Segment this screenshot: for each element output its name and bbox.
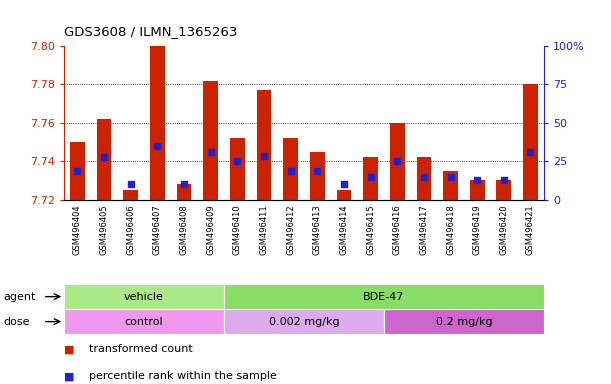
Bar bbox=[443, 171, 458, 200]
Point bbox=[312, 168, 322, 174]
Point bbox=[419, 174, 429, 180]
Bar bbox=[384, 309, 544, 334]
Point bbox=[286, 168, 296, 174]
Bar bbox=[497, 180, 511, 200]
Text: GSM496418: GSM496418 bbox=[446, 204, 455, 255]
Bar bbox=[97, 119, 111, 200]
Bar bbox=[417, 157, 431, 200]
Point bbox=[99, 154, 109, 161]
Text: control: control bbox=[125, 316, 163, 327]
Text: GSM496404: GSM496404 bbox=[73, 204, 82, 255]
Bar bbox=[390, 123, 404, 200]
Text: GSM496410: GSM496410 bbox=[233, 204, 242, 255]
Bar bbox=[337, 190, 351, 200]
Text: dose: dose bbox=[3, 316, 29, 327]
Text: GSM496412: GSM496412 bbox=[286, 204, 295, 255]
Bar bbox=[230, 138, 244, 200]
Text: GSM496409: GSM496409 bbox=[206, 204, 215, 255]
Text: GDS3608 / ILMN_1365263: GDS3608 / ILMN_1365263 bbox=[64, 25, 238, 38]
Bar bbox=[470, 180, 485, 200]
Text: 0.2 mg/kg: 0.2 mg/kg bbox=[436, 316, 492, 327]
Text: GSM496406: GSM496406 bbox=[126, 204, 135, 255]
Bar bbox=[177, 184, 191, 200]
Text: ■: ■ bbox=[64, 344, 75, 354]
Bar bbox=[123, 190, 138, 200]
Point bbox=[499, 177, 509, 184]
Point bbox=[366, 174, 376, 180]
Text: GSM496417: GSM496417 bbox=[419, 204, 428, 255]
Point bbox=[206, 149, 216, 155]
Text: vehicle: vehicle bbox=[124, 291, 164, 302]
Bar bbox=[310, 152, 324, 200]
Text: GSM496407: GSM496407 bbox=[153, 204, 162, 255]
Text: GSM496414: GSM496414 bbox=[340, 204, 348, 255]
Point bbox=[525, 149, 535, 155]
Text: GSM496421: GSM496421 bbox=[526, 204, 535, 255]
Point bbox=[445, 174, 455, 180]
Bar bbox=[224, 309, 384, 334]
Text: GSM496419: GSM496419 bbox=[473, 204, 481, 255]
Bar bbox=[64, 309, 224, 334]
Point bbox=[472, 177, 482, 184]
Point bbox=[153, 143, 163, 149]
Point bbox=[232, 158, 242, 164]
Bar bbox=[224, 284, 544, 309]
Text: GSM496405: GSM496405 bbox=[100, 204, 109, 255]
Bar bbox=[284, 138, 298, 200]
Point bbox=[259, 152, 269, 159]
Bar bbox=[64, 284, 224, 309]
Point bbox=[339, 181, 349, 187]
Text: percentile rank within the sample: percentile rank within the sample bbox=[89, 371, 276, 381]
Text: GSM496420: GSM496420 bbox=[499, 204, 508, 255]
Text: agent: agent bbox=[3, 291, 35, 302]
Bar bbox=[70, 142, 85, 200]
Bar bbox=[150, 46, 165, 200]
Point bbox=[73, 168, 82, 174]
Text: GSM496416: GSM496416 bbox=[393, 204, 402, 255]
Text: GSM496411: GSM496411 bbox=[260, 204, 268, 255]
Text: GSM496408: GSM496408 bbox=[180, 204, 189, 255]
Text: GSM496413: GSM496413 bbox=[313, 204, 322, 255]
Bar bbox=[257, 90, 271, 200]
Point bbox=[126, 181, 136, 187]
Bar bbox=[523, 84, 538, 200]
Text: GSM496415: GSM496415 bbox=[366, 204, 375, 255]
Text: ■: ■ bbox=[64, 371, 75, 381]
Bar bbox=[364, 157, 378, 200]
Bar bbox=[203, 81, 218, 200]
Text: transformed count: transformed count bbox=[89, 344, 192, 354]
Text: 0.002 mg/kg: 0.002 mg/kg bbox=[269, 316, 339, 327]
Text: BDE-47: BDE-47 bbox=[363, 291, 404, 302]
Point bbox=[179, 181, 189, 187]
Point bbox=[392, 158, 402, 164]
